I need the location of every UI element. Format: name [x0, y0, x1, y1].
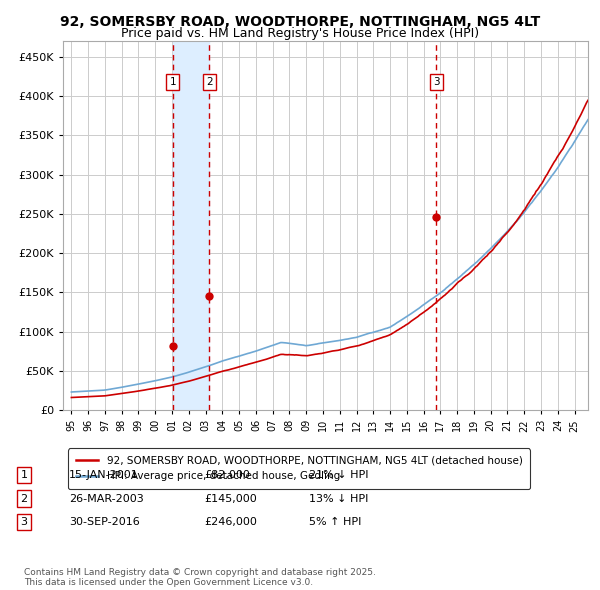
Text: 26-MAR-2003: 26-MAR-2003	[69, 494, 144, 503]
Text: 5% ↑ HPI: 5% ↑ HPI	[309, 517, 361, 527]
Text: 21% ↓ HPI: 21% ↓ HPI	[309, 470, 368, 480]
Text: Contains HM Land Registry data © Crown copyright and database right 2025.
This d: Contains HM Land Registry data © Crown c…	[24, 568, 376, 587]
Text: 1: 1	[20, 470, 28, 480]
Text: 3: 3	[433, 77, 440, 87]
Text: 15-JAN-2001: 15-JAN-2001	[69, 470, 139, 480]
Text: Price paid vs. HM Land Registry's House Price Index (HPI): Price paid vs. HM Land Registry's House …	[121, 27, 479, 40]
Text: £82,000: £82,000	[204, 470, 250, 480]
Text: £246,000: £246,000	[204, 517, 257, 527]
Text: 1: 1	[169, 77, 176, 87]
Bar	[173, 41, 209, 410]
Text: 92, SOMERSBY ROAD, WOODTHORPE, NOTTINGHAM, NG5 4LT: 92, SOMERSBY ROAD, WOODTHORPE, NOTTINGHA…	[60, 15, 540, 29]
Legend: 92, SOMERSBY ROAD, WOODTHORPE, NOTTINGHAM, NG5 4LT (detached house), HPI: Averag: 92, SOMERSBY ROAD, WOODTHORPE, NOTTINGHA…	[68, 448, 530, 489]
Text: 2: 2	[206, 77, 213, 87]
Text: 13% ↓ HPI: 13% ↓ HPI	[309, 494, 368, 503]
Text: 2: 2	[20, 494, 28, 503]
Text: 3: 3	[20, 517, 28, 527]
Text: £145,000: £145,000	[204, 494, 257, 503]
Text: 30-SEP-2016: 30-SEP-2016	[69, 517, 140, 527]
